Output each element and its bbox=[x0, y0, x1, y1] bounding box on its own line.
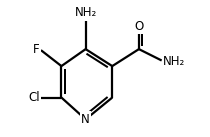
Text: O: O bbox=[134, 20, 143, 33]
Text: Cl: Cl bbox=[28, 91, 40, 104]
Text: NH₂: NH₂ bbox=[163, 55, 185, 68]
Text: NH₂: NH₂ bbox=[75, 6, 97, 19]
Text: F: F bbox=[33, 43, 40, 56]
Text: N: N bbox=[81, 113, 90, 126]
